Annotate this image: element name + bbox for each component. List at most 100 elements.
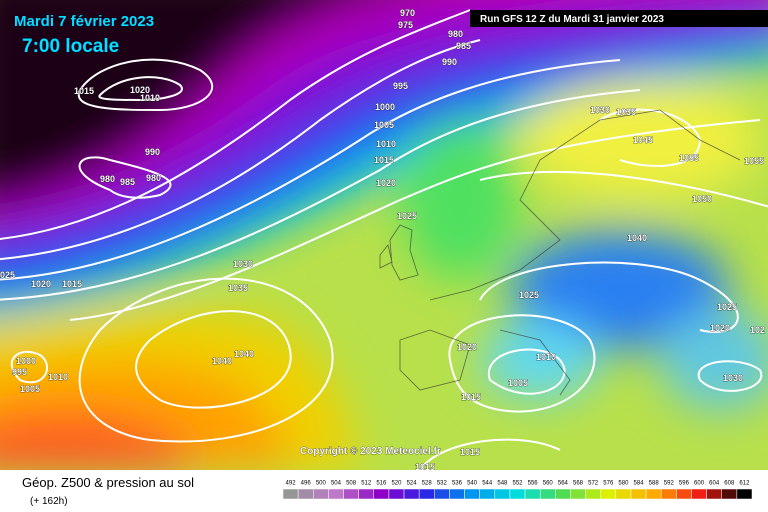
colorbar-swatch [479,488,496,500]
colorbar-label: 524 [407,481,418,487]
colorbar-swatch [585,488,601,500]
colorbar-label: 508 [346,481,357,487]
isobar-label: 102 [750,325,765,335]
isobar-label: 1015 [460,447,480,457]
isobar-label: 1010 [48,372,68,382]
isobar-label: 980 [100,174,115,184]
isobar-label: 980 [146,173,161,183]
colorbar-label: 516 [376,481,387,487]
time: 7:00 locale [22,36,119,57]
isobar-label: 1050 [692,194,712,204]
colorbar-label: 512 [361,481,372,487]
run: Run GFS 12 Z du Mardi 31 janvier 2023 [480,14,664,25]
colorbar-label: 600 [694,481,705,487]
colorbar-label: 608 [724,481,735,487]
colorbar-swatch [343,488,359,500]
colorbar-label: 536 [452,481,463,487]
colorbar-label: 492 [286,481,297,487]
colorbar-label: 596 [679,481,690,487]
isobar-label: 985 [120,177,135,187]
footer-lead: (+ 162h) [30,496,68,507]
colorbar-swatch [524,488,541,500]
isobar-label: 1015 [461,392,481,402]
isobar-label: 1020 [376,178,396,188]
colorbar-label: 612 [739,481,750,487]
isobar-label: 1010 [376,139,396,149]
colorbar-swatch [630,488,647,500]
colorbar-swatch [494,488,511,500]
isobar-label: 1020 [710,323,730,333]
colorbar-swatch [615,488,632,500]
colorbar-swatch [313,488,329,500]
colorbar-swatch [555,488,571,500]
colorbar-label: 548 [497,481,508,487]
isobar-label: 1005 [508,378,528,388]
colorbar-swatch [282,488,299,500]
isobar-label: 1030 [723,373,743,383]
isobar-label: 1035 [616,107,636,117]
isobar-label: 025 [0,270,15,280]
colorbar-swatch [676,488,692,500]
isobar-label: 970 [400,8,415,18]
colorbar-swatch [660,488,677,500]
colorbar-swatch [706,488,722,500]
colorbar-label: 540 [467,481,478,487]
colorbar-swatch [449,488,465,500]
isobar-label: 1030 [590,105,610,115]
isobar-label: 1040 [212,356,232,366]
isobar-label: 1025 [717,302,737,312]
copyright: Copyright © 2023 Meteociel.fr [300,446,441,457]
colorbar-swatch [645,488,662,500]
colorbar-swatch [388,488,405,500]
field: 9709759809859909951000100510101015102010… [0,0,768,470]
colorbar-label: 592 [664,481,675,487]
colorbar-label: 532 [437,481,448,487]
colorbar-label: 496 [301,481,312,487]
isobar-label: 1055 [744,156,764,166]
isobar-label: 995 [12,367,27,377]
isobar-label: 985 [456,41,471,51]
colorbar-swatch [434,488,450,500]
colorbar-label: 552 [512,481,523,487]
isobar-label: 1025 [397,211,417,221]
colorbar-label: 564 [558,481,569,487]
colorbar-swatch [297,488,314,500]
colorbar-swatch [539,488,556,500]
isobar-label: 1010 [536,352,556,362]
isobar-label: 1015 [374,155,394,165]
colorbar-label: 576 [603,481,614,487]
isobar-label: 1040 [234,349,254,359]
colorbar-swatch [570,488,586,500]
isobar-label: 1000 [16,356,36,366]
colorbar-swatch [691,488,707,500]
isobar-label: 1005 [20,384,40,394]
isobar-label: 1040 [627,233,647,243]
isobar-label: 1020 [457,342,477,352]
colorbar-label: 500 [316,481,327,487]
isobar-label: 1045 [633,135,653,145]
colorbar-label: 580 [618,481,629,487]
run-bar [470,10,768,27]
isobar-label: 980 [448,29,463,39]
colorbar-label: 544 [482,481,493,487]
colorbar-swatch [600,488,617,500]
isobar-label: 1020 [31,279,51,289]
colorbar-label: 584 [634,481,645,487]
date: Mardi 7 février 2023 [14,13,154,30]
colorbar-swatch [736,488,753,500]
isobar-label: 1015 [62,279,82,289]
isobar-label: 1005 [374,120,394,130]
colorbar-label: 604 [709,481,720,487]
isobar-label: 1035 [228,283,248,293]
isobar-label: 1020 [130,85,150,95]
colorbar-label: 588 [649,481,660,487]
colorbar: 492 496 500 504 508 512 516 520 524 528 532 536 540 5… [282,481,753,500]
colorbar-label: 556 [528,481,539,487]
colorbar-swatch [418,488,435,500]
colorbar-swatch [509,488,526,500]
isobar-label: 1000 [375,102,395,112]
colorbar-label: 504 [331,481,342,487]
colorbar-label: 568 [573,481,584,487]
